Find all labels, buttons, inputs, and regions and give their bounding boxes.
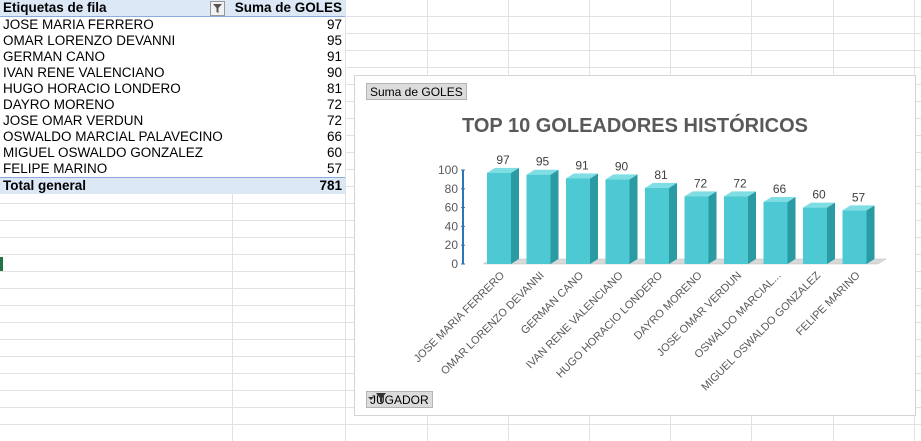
bar — [526, 174, 551, 264]
pivot-row[interactable]: JOSE MARIA FERRERO 97 — [0, 16, 345, 33]
bar-side — [787, 196, 796, 264]
data-label: 72 — [733, 176, 747, 190]
data-label: 97 — [496, 153, 510, 167]
pivot-row[interactable]: FELIPE MARINO 57 — [0, 161, 345, 178]
y-tick-label: 100 — [438, 163, 458, 177]
row-labels-header[interactable]: Etiquetas de fila — [0, 0, 230, 17]
goals-cell[interactable]: 57 — [229, 161, 345, 178]
bar-top — [526, 169, 559, 175]
bar — [487, 172, 511, 264]
filter-dropdown-icon[interactable] — [209, 1, 225, 16]
player-name-cell[interactable]: JOSE OMAR VERDUN — [0, 113, 230, 129]
bar-side — [511, 167, 519, 264]
player-name-cell[interactable]: FELIPE MARINO — [0, 161, 230, 178]
grid-row-line — [0, 50, 921, 51]
pivot-row[interactable]: IVAN RENE VALENCIANO 90 — [0, 65, 345, 81]
bar-top — [684, 191, 717, 197]
grid-row-line — [0, 424, 921, 425]
value-field-button[interactable]: Suma de GOLES — [366, 83, 467, 100]
player-name-cell[interactable]: DAYRO MORENO — [0, 97, 230, 113]
bar — [684, 196, 709, 264]
bar — [566, 178, 590, 264]
bar-side — [550, 169, 559, 264]
pivot-row[interactable]: OSWALDO MARCIAL PALAVECINO 66 — [0, 129, 345, 145]
grand-total-value[interactable]: 781 — [229, 177, 345, 194]
data-label: 90 — [615, 159, 629, 173]
pivot-chart[interactable]: Suma de GOLES TOP 10 GOLEADORES HISTÓRIC… — [354, 75, 916, 416]
data-label: 72 — [694, 176, 708, 190]
bar-side — [708, 191, 717, 264]
bar — [645, 187, 669, 264]
data-label: 95 — [536, 155, 550, 169]
grand-total-row: Total general 781 — [0, 177, 345, 194]
player-name-cell[interactable]: JOSE MARIA FERRERO — [0, 16, 230, 33]
bar-side — [669, 182, 677, 264]
bar-side — [590, 173, 598, 264]
y-tick-label: 0 — [451, 257, 458, 271]
data-label: 81 — [654, 168, 668, 182]
axis-field-button[interactable]: JUGADOR — [366, 391, 433, 408]
pivot-row[interactable]: MIGUEL OSWALDO GONZALEZ 60 — [0, 145, 345, 161]
bar — [842, 210, 867, 264]
goals-cell[interactable]: 95 — [229, 33, 345, 49]
pivot-row[interactable]: DAYRO MORENO 72 — [0, 97, 345, 113]
goals-cell[interactable]: 81 — [229, 81, 345, 97]
bar-top — [605, 174, 638, 180]
player-name-cell[interactable]: MIGUEL OSWALDO GONZALEZ — [0, 145, 230, 161]
bar-side — [629, 174, 638, 264]
bar-top — [487, 167, 519, 173]
player-name-cell[interactable]: HUGO HORACIO LONDERO — [0, 81, 230, 97]
axis-field-label: JUGADOR — [370, 393, 429, 407]
goals-cell[interactable]: 72 — [229, 97, 345, 113]
goals-cell[interactable]: 97 — [229, 16, 345, 33]
y-tick-label: 80 — [445, 182, 459, 196]
bar-top — [842, 205, 875, 211]
grid-row-line — [0, 67, 921, 68]
row-indicator — [0, 257, 3, 271]
goals-cell[interactable]: 66 — [229, 129, 345, 145]
pivot-table: Etiquetas de fila Suma de GOLES JOSE MAR… — [0, 0, 345, 194]
x-category-label: DAYRO MORENO — [632, 269, 705, 342]
pivot-row[interactable]: JOSE OMAR VERDUN 72 — [0, 113, 345, 129]
pivot-row[interactable]: HUGO HORACIO LONDERO 81 — [0, 81, 345, 97]
pivot-header-row: Etiquetas de fila Suma de GOLES — [0, 0, 345, 17]
pivot-row[interactable]: OMAR LORENZO DEVANNI 95 — [0, 33, 345, 49]
bar-side — [748, 191, 756, 264]
bar-side — [866, 205, 875, 264]
bar — [803, 207, 827, 264]
bar — [724, 196, 748, 264]
data-label: 66 — [773, 182, 787, 196]
player-name-cell[interactable]: GERMAN CANO — [0, 49, 230, 65]
player-name-cell[interactable]: IVAN RENE VALENCIANO — [0, 65, 230, 81]
bar-top — [803, 202, 835, 208]
data-label: 57 — [852, 190, 866, 204]
y-tick-label: 60 — [445, 201, 459, 215]
grand-total-label[interactable]: Total general — [0, 177, 230, 194]
bar-side — [827, 202, 835, 264]
y-tick-label: 20 — [445, 238, 459, 252]
bar-top — [724, 191, 756, 197]
pivot-row[interactable]: GERMAN CANO 91 — [0, 49, 345, 65]
player-name-cell[interactable]: OSWALDO MARCIAL PALAVECINO — [0, 129, 230, 145]
chart-title: TOP 10 GOLEADORES HISTÓRICOS — [462, 113, 808, 137]
bar — [605, 179, 630, 264]
data-label: 60 — [812, 188, 826, 202]
row-labels-header-text: Etiquetas de fila — [3, 0, 107, 15]
goals-cell[interactable]: 60 — [229, 145, 345, 161]
player-name-cell[interactable]: OMAR LORENZO DEVANNI — [0, 33, 230, 49]
bar-top — [763, 196, 796, 202]
bar-top — [645, 182, 677, 188]
filter-dropdown-icon — [368, 393, 386, 403]
grid-row-line — [0, 33, 921, 34]
goals-cell[interactable]: 91 — [229, 49, 345, 65]
grid-row-line — [0, 16, 921, 17]
bar-top — [566, 173, 598, 179]
data-label: 91 — [575, 158, 589, 172]
goals-cell[interactable]: 72 — [229, 113, 345, 129]
chart-plot: TOP 10 GOLEADORES HISTÓRICOS 0 20 40 60 80 100… — [412, 113, 887, 393]
goals-cell[interactable]: 90 — [229, 65, 345, 81]
sum-goles-header[interactable]: Suma de GOLES — [229, 0, 345, 17]
y-tick-label: 40 — [445, 219, 459, 233]
bar — [763, 201, 788, 264]
